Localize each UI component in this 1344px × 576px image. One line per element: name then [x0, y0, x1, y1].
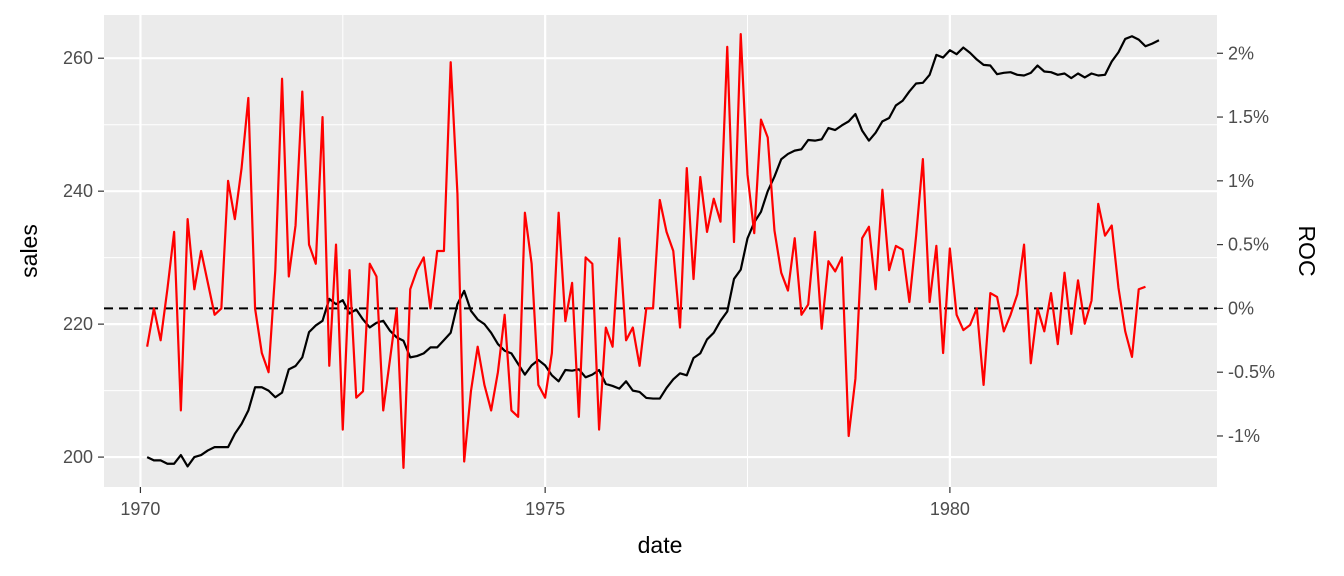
y2-tick-label: -1% [1228, 426, 1260, 446]
y2-axis-title: ROC [1294, 225, 1320, 276]
sales-series-line [146, 35, 1160, 468]
y-tick-label: 220 [63, 314, 93, 334]
y2-tick-label: 1.5% [1228, 107, 1269, 127]
y2-tick-label: 0.5% [1228, 235, 1269, 255]
x-tick-label: 1980 [930, 499, 970, 519]
series-lines [146, 33, 1160, 469]
y2-tick-label: 2% [1228, 43, 1254, 63]
y2-tick-label: 0% [1228, 298, 1254, 318]
roc-series-line [146, 33, 1146, 469]
x-axis-title: date [638, 532, 683, 558]
y-tick-label: 240 [63, 181, 93, 201]
axes: 1970 1975 1980 200 220 240 260 -1% -0.5% 0% 0.5% 1%… [63, 43, 1275, 519]
y-tick-label: 200 [63, 447, 93, 467]
y2-tick-label: 1% [1228, 171, 1254, 191]
y2-tick-label: -0.5% [1228, 362, 1275, 382]
y-axis-title: sales [16, 224, 42, 278]
x-tick-label: 1970 [120, 499, 160, 519]
y-tick-label: 260 [63, 48, 93, 68]
grid-lines [104, 15, 1217, 487]
plot-panel [104, 15, 1217, 487]
x-tick-label: 1975 [525, 499, 565, 519]
